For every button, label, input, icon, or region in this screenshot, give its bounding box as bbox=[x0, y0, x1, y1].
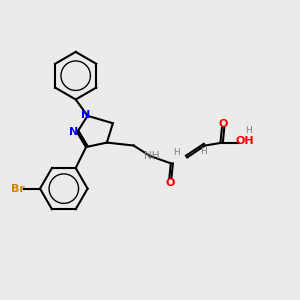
Text: O: O bbox=[166, 178, 175, 188]
Text: H: H bbox=[173, 148, 180, 158]
Text: OH: OH bbox=[236, 136, 254, 146]
Text: N: N bbox=[69, 127, 78, 137]
Text: H: H bbox=[200, 147, 207, 156]
Text: O: O bbox=[219, 119, 228, 129]
Text: N: N bbox=[81, 110, 90, 120]
Text: NH: NH bbox=[144, 151, 159, 161]
Text: H: H bbox=[245, 126, 251, 135]
Text: Br: Br bbox=[11, 184, 25, 194]
